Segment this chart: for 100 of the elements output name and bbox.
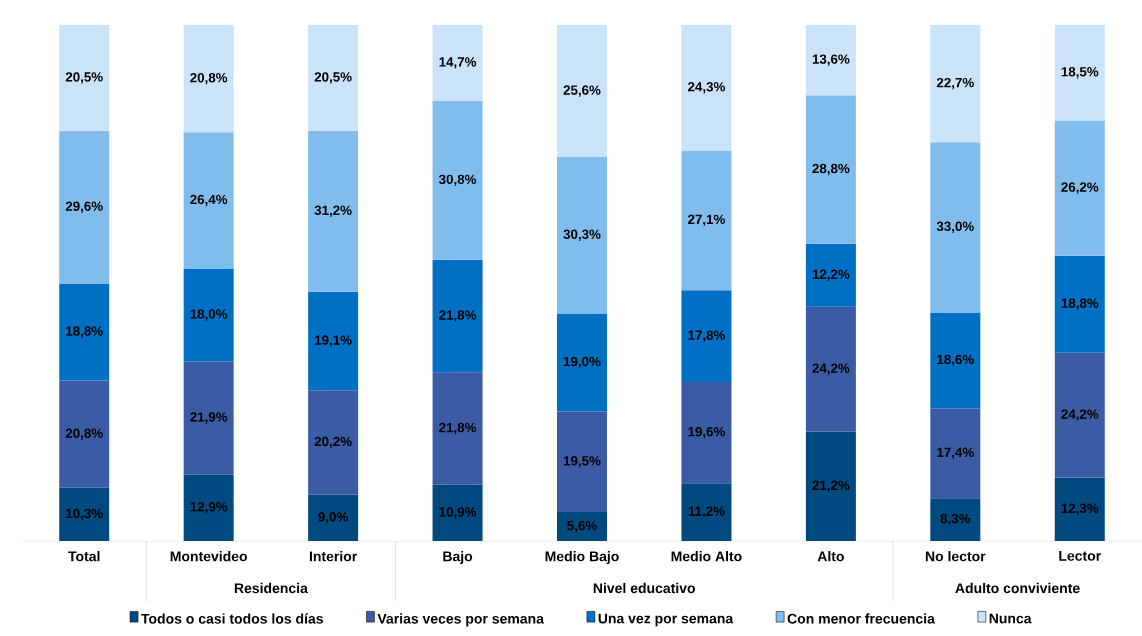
- bar: [432, 100, 483, 260]
- data-label: 5,6%: [567, 520, 597, 533]
- data-label: 28,8%: [812, 163, 850, 176]
- data-label: 21,8%: [439, 310, 477, 322]
- x-tick-label: Montevideo: [170, 551, 248, 562]
- bar: [681, 290, 732, 383]
- x-tick-label: Interior: [309, 551, 358, 562]
- data-label: 18,8%: [1061, 298, 1099, 310]
- bar: [1054, 477, 1105, 541]
- bar: [1054, 24, 1105, 121]
- bar: [805, 24, 856, 96]
- data-label: 9,0%: [318, 512, 348, 524]
- data-label: 21,8%: [439, 422, 477, 435]
- data-label: 19,6%: [688, 426, 725, 439]
- bar: [183, 132, 234, 269]
- bar: [308, 291, 359, 391]
- bar: [308, 390, 359, 495]
- data-label: 29,6%: [65, 201, 103, 213]
- bar: [183, 474, 234, 541]
- data-label: 10,9%: [439, 507, 477, 519]
- bar: [308, 130, 359, 292]
- bar: [59, 130, 110, 284]
- data-label: 20,2%: [314, 436, 352, 449]
- bar: [805, 95, 856, 244]
- data-label: 30,3%: [563, 229, 601, 241]
- legend-label: Nunca: [989, 613, 1032, 624]
- data-label: 12,2%: [812, 269, 850, 281]
- data-label: 20,5%: [65, 72, 103, 84]
- legend-label: Una vez por semana: [598, 613, 734, 627]
- data-label: 30,8%: [438, 174, 477, 187]
- bar: [1054, 255, 1105, 353]
- data-label: 20,8%: [65, 428, 103, 440]
- bar: [183, 361, 234, 475]
- data-label: 22,7%: [936, 77, 974, 90]
- data-label: 10,3%: [66, 508, 103, 521]
- bar: [59, 24, 110, 131]
- data-label: 17,4%: [937, 447, 974, 459]
- data-label: 19,5%: [563, 456, 601, 468]
- bar: [681, 483, 732, 541]
- bar: [557, 313, 607, 412]
- bar: [59, 380, 110, 488]
- bar: [59, 283, 110, 381]
- data-label: 24,2%: [1061, 409, 1099, 421]
- data-label: 18,8%: [66, 326, 103, 338]
- x-tick-label: Alto: [817, 551, 844, 562]
- legend-label: Con menor frecuencia: [787, 613, 935, 624]
- bar: [930, 312, 981, 409]
- x-tick-label: Total: [68, 551, 100, 562]
- data-label: 18,0%: [190, 309, 228, 321]
- legend-label: Todos o casi todos los días: [141, 613, 323, 624]
- legend-label: Varias veces por semana: [377, 613, 544, 627]
- text: Residencia: [234, 582, 308, 594]
- text: Nivel educativo: [593, 582, 696, 594]
- data-label: 14,7%: [439, 57, 477, 69]
- bar: [930, 408, 981, 499]
- bar: [1054, 352, 1105, 478]
- bar: [183, 268, 234, 362]
- x-tick-label: No lector: [925, 551, 986, 562]
- bar: [557, 24, 607, 158]
- bar: [681, 382, 732, 484]
- bar: [805, 306, 856, 432]
- data-label: 12,3%: [1061, 503, 1099, 515]
- data-label: 11,2%: [688, 506, 725, 518]
- x-tick-label: Medio Alto: [671, 551, 742, 562]
- data-label: 21,2%: [812, 480, 850, 492]
- bar: [681, 24, 732, 151]
- bar: [432, 372, 483, 485]
- text: Adulto conviviente: [955, 582, 1080, 594]
- bar: [557, 411, 607, 513]
- bar: [930, 498, 981, 541]
- bar: [805, 243, 856, 307]
- bar: [930, 24, 981, 143]
- bar: [805, 431, 856, 541]
- bar: [59, 487, 110, 541]
- data-label: 17,8%: [688, 330, 725, 342]
- bar: [432, 484, 483, 541]
- data-label: 33,0%: [936, 221, 974, 233]
- data-label: 19,0%: [563, 356, 601, 369]
- bar: [183, 24, 234, 133]
- data-label: 18,6%: [937, 354, 974, 367]
- bar: [432, 259, 483, 373]
- bar: [308, 494, 359, 541]
- x-tick-label: Lector: [1059, 551, 1101, 561]
- bar: [308, 24, 359, 131]
- data-label: 25,6%: [563, 85, 601, 97]
- bar: [681, 150, 732, 291]
- data-label: 18,5%: [1061, 67, 1099, 79]
- bar: [557, 157, 607, 314]
- bar: [557, 512, 607, 541]
- data-label: 21,9%: [190, 412, 228, 424]
- bar: [930, 142, 981, 313]
- data-label: 27,1%: [688, 214, 725, 226]
- data-label: 20,8%: [190, 72, 228, 85]
- bar: [1054, 120, 1105, 256]
- data-label: 12,9%: [190, 502, 228, 514]
- data-label: 19,1%: [315, 335, 352, 347]
- data-label: 26,4%: [190, 194, 228, 207]
- data-label: 26,2%: [1061, 182, 1099, 194]
- x-tick-label: Medio Bajo: [545, 551, 619, 565]
- data-label: 13,6%: [812, 54, 850, 66]
